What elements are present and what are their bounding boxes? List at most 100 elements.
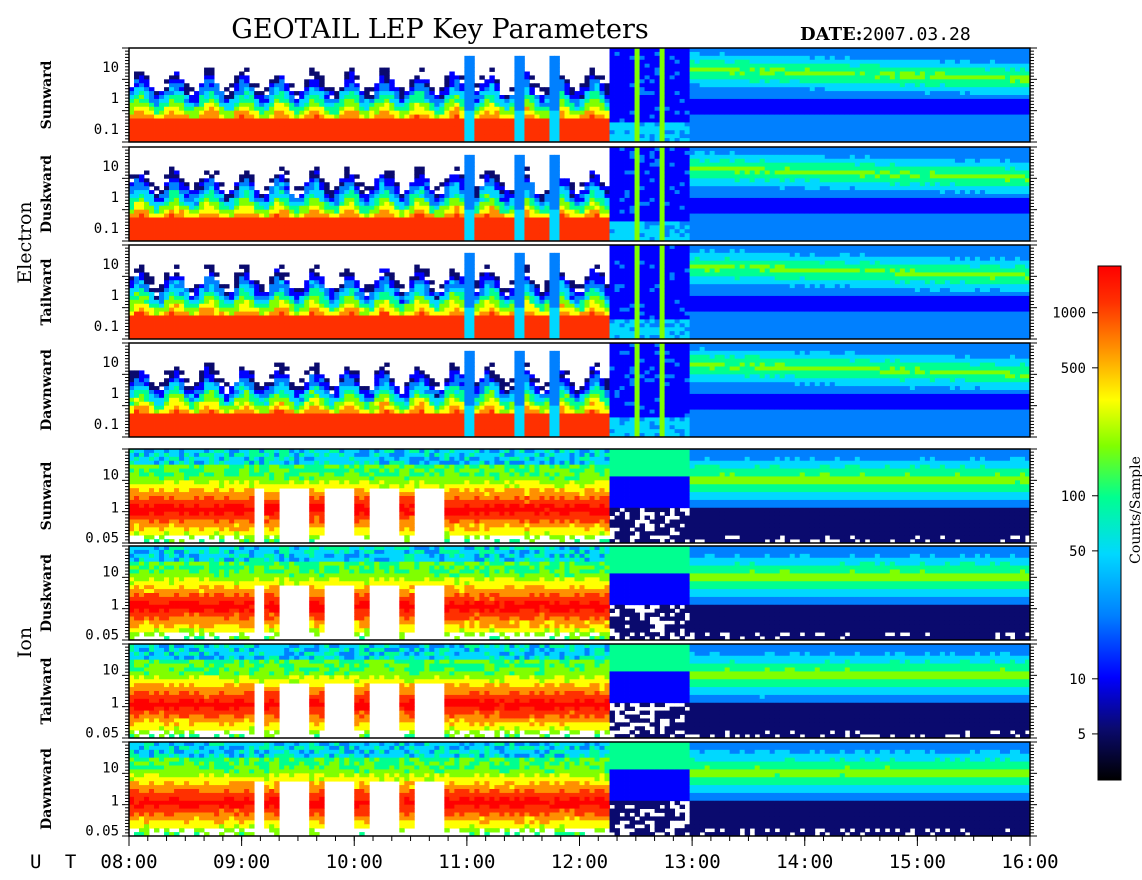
spectrogram-cell: [599, 130, 605, 135]
spectrogram-cell: [199, 186, 205, 191]
spectrogram-cell: [844, 95, 851, 100]
spectrogram-cell: [694, 106, 701, 112]
spectrogram-cell: [699, 75, 706, 80]
spectrogram-cell: [449, 174, 455, 179]
spectrogram-cell: [1009, 59, 1016, 65]
spectrogram-cell: [244, 178, 250, 183]
spectrogram-cell: [909, 71, 916, 76]
spectrogram-cell: [479, 134, 485, 139]
spectrogram-cell: [464, 79, 470, 84]
spectrogram-cell: [719, 79, 726, 84]
spectrogram-cell: [204, 95, 210, 100]
spectrogram-cell: [374, 186, 380, 191]
spectrogram-cell: [914, 79, 921, 84]
spectrogram-cell: [409, 122, 415, 127]
spectrogram-cell: [384, 102, 390, 108]
spectrogram-cell: [629, 51, 635, 57]
spectrogram-cell: [709, 130, 716, 135]
spectrogram-cell: [839, 118, 846, 123]
spectrogram-cell: [764, 122, 771, 127]
spectrogram-cell: [954, 67, 961, 72]
spectrogram-cell: [269, 98, 275, 104]
spectrogram-cell: [189, 138, 195, 143]
spectrogram-cell: [754, 98, 761, 104]
spectrogram-cell: [684, 95, 691, 100]
spectrogram-cell: [724, 122, 731, 127]
spectrogram-cell: [864, 126, 871, 131]
spectrogram-cell: [684, 83, 691, 88]
spectrogram-cell: [424, 134, 430, 139]
spectrogram-cell: [359, 197, 365, 203]
spectrogram-cell: [1019, 102, 1026, 108]
spectrogram-cell: [249, 114, 255, 119]
spectrogram-cell: [979, 130, 986, 135]
spectrogram-cell: [844, 48, 851, 53]
spectrogram-cell: [444, 95, 450, 100]
spectrogram-cell: [604, 122, 610, 127]
spectrogram-cell: [894, 130, 901, 135]
spectrogram-cell: [544, 102, 550, 108]
spectrogram-cell: [984, 118, 991, 123]
spectrogram-cell: [204, 229, 210, 234]
spectrogram-cell: [239, 205, 245, 211]
spectrogram-cell: [254, 110, 260, 115]
spectrogram-cell: [409, 134, 415, 139]
spectrogram-cell: [544, 134, 550, 139]
spectrogram-cell: [279, 114, 285, 119]
spectrogram-cell: [694, 130, 701, 135]
spectrogram-cell: [549, 162, 555, 167]
spectrogram-cell: [1019, 79, 1026, 84]
spectrogram-cell: [524, 138, 530, 143]
spectrogram-cell: [714, 106, 721, 112]
spectrogram-cell: [759, 55, 766, 61]
spectrogram-cell: [274, 138, 280, 143]
spectrogram-cell: [194, 194, 200, 199]
spectrogram-cell: [739, 130, 746, 135]
spectrogram-cell: [719, 126, 726, 131]
spectrogram-cell: [559, 87, 565, 92]
spectrogram-cell: [1004, 67, 1011, 72]
spectrogram-cell: [994, 91, 1001, 96]
spectrogram-cell: [724, 110, 731, 115]
spectrogram-cell: [384, 237, 390, 242]
spectrogram-cell: [609, 83, 615, 88]
spectrogram-cell: [789, 102, 796, 108]
spectrogram-cell: [909, 114, 916, 119]
spectrogram-cell: [719, 122, 726, 127]
spectrogram-cell: [304, 221, 310, 226]
spectrogram-cell: [419, 126, 425, 131]
spectrogram-cell: [204, 237, 210, 242]
spectrogram-cell: [309, 174, 315, 179]
spectrogram-cell: [369, 95, 375, 100]
spectrogram-cell: [314, 237, 320, 242]
spectrogram-cell: [239, 114, 245, 119]
spectrogram-cell: [334, 114, 340, 119]
spectrogram-cell: [204, 197, 210, 203]
spectrogram-cell: [604, 91, 610, 96]
spectrogram-cell: [794, 118, 801, 123]
spectrogram-cell: [804, 59, 811, 65]
spectrogram-cell: [394, 182, 400, 187]
spectrogram-cell: [294, 91, 300, 96]
spectrogram-cell: [364, 194, 370, 199]
spectrogram-cell: [369, 197, 375, 203]
spectrogram-cell: [819, 130, 826, 135]
spectrogram-cell: [799, 134, 806, 139]
spectrogram-cell: [229, 233, 235, 238]
spectrogram-cell: [1009, 138, 1016, 143]
spectrogram-cell: [974, 118, 981, 123]
spectrogram-cell: [644, 75, 650, 80]
spectrogram-cell: [904, 130, 911, 135]
spectrogram-cell: [374, 95, 380, 100]
spectrogram-cell: [594, 106, 600, 112]
spectrogram-cell: [534, 95, 540, 100]
spectrogram-cell: [529, 138, 535, 143]
spectrogram-cell: [174, 122, 180, 127]
spectrogram-cell: [494, 197, 500, 203]
spectrogram-cell: [524, 178, 530, 183]
spectrogram-cell: [664, 110, 670, 115]
spectrogram-cell: [804, 87, 811, 92]
spectrogram-cell: [724, 126, 731, 131]
spectrogram-cell: [329, 122, 335, 127]
spectrogram-cell: [984, 67, 991, 72]
